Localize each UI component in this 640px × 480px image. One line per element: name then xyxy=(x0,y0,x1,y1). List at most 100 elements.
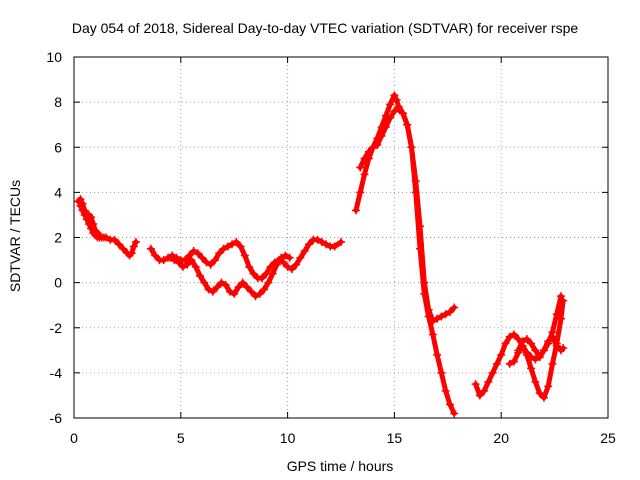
grid xyxy=(74,57,608,418)
data-point xyxy=(377,131,386,140)
y-tick-label: 6 xyxy=(54,139,62,155)
data-point xyxy=(87,224,96,233)
data-point xyxy=(492,359,501,368)
data-point xyxy=(505,359,514,368)
data-point xyxy=(204,285,213,294)
data-point xyxy=(480,386,489,395)
data-point xyxy=(518,337,527,346)
x-tick-label: 25 xyxy=(600,430,616,446)
x-tick-label: 10 xyxy=(280,430,296,446)
data-point xyxy=(166,253,175,262)
data-point xyxy=(411,177,420,186)
data-point xyxy=(131,238,140,247)
data-point xyxy=(514,335,523,344)
data-point xyxy=(386,100,395,109)
data-point xyxy=(240,251,249,260)
data-point xyxy=(225,287,234,296)
data-point xyxy=(196,271,205,280)
data-point xyxy=(127,249,136,258)
data-point xyxy=(437,312,446,321)
data-point xyxy=(178,262,187,271)
data-point xyxy=(544,337,553,346)
data-point xyxy=(146,244,155,253)
data-point xyxy=(78,206,87,215)
data-point xyxy=(433,314,442,323)
data-point xyxy=(557,292,566,301)
data-point xyxy=(189,247,198,256)
data-point xyxy=(119,244,128,253)
x-tick-label: 15 xyxy=(387,430,403,446)
data-point xyxy=(531,355,540,364)
x-tick-label: 0 xyxy=(70,430,78,446)
data-point xyxy=(243,283,252,292)
series-3 xyxy=(146,235,345,283)
data-point xyxy=(183,260,192,269)
data-point xyxy=(484,377,493,386)
data-point xyxy=(257,274,266,283)
data-point xyxy=(337,238,345,247)
data-point xyxy=(390,107,399,116)
data-point xyxy=(356,188,365,197)
series-trace xyxy=(417,223,427,286)
data-point xyxy=(151,251,160,260)
series-2 xyxy=(76,201,104,242)
data-point xyxy=(535,353,544,362)
data-point xyxy=(317,238,326,247)
data-point xyxy=(272,260,281,269)
data-point xyxy=(390,91,399,100)
data-point xyxy=(531,346,540,355)
data-point xyxy=(360,154,369,163)
data-point xyxy=(223,242,232,251)
y-tick-label: 10 xyxy=(46,49,62,65)
data-point xyxy=(187,256,196,265)
data-point xyxy=(285,253,294,262)
data-point xyxy=(170,256,179,265)
data-point xyxy=(193,249,202,258)
data-point xyxy=(264,278,273,287)
y-tick-label: -6 xyxy=(50,410,63,426)
data-point xyxy=(527,364,536,373)
data-point xyxy=(215,249,224,258)
ticks: 0 5 10 15 20 25 -6 -4 -2 0 2 4 6 8 10 xyxy=(46,49,616,446)
data-point xyxy=(514,346,523,355)
data-point xyxy=(559,296,568,305)
series-9 xyxy=(514,332,568,362)
data-point xyxy=(198,253,207,262)
data-point xyxy=(450,303,459,312)
data-point xyxy=(544,382,553,391)
data-point xyxy=(76,195,85,204)
series-trace xyxy=(413,178,423,229)
data-point xyxy=(82,215,91,224)
data-point xyxy=(281,251,290,260)
data-point xyxy=(531,377,540,386)
data-point xyxy=(428,316,437,325)
data-point xyxy=(373,140,382,149)
y-tick-label: -4 xyxy=(50,365,63,381)
y-tick-label: -2 xyxy=(50,320,63,336)
data-point xyxy=(539,393,548,402)
series-4 xyxy=(166,251,294,301)
data-point xyxy=(441,310,450,319)
data-point xyxy=(260,285,269,294)
data-point xyxy=(174,258,183,267)
data-point xyxy=(403,120,412,129)
series-6 xyxy=(356,104,459,325)
data-point xyxy=(552,341,561,350)
data-point xyxy=(501,339,510,348)
data-point xyxy=(497,350,506,359)
data-point xyxy=(548,332,557,341)
data-point xyxy=(304,240,313,249)
data-point xyxy=(185,251,194,260)
data-point xyxy=(471,380,480,389)
data-point xyxy=(416,222,425,231)
data-point xyxy=(392,95,401,104)
chart-title: Day 054 of 2018, Sidereal Day-to-day VTE… xyxy=(72,20,578,36)
data-point xyxy=(386,113,395,122)
data-point xyxy=(428,330,437,339)
data-point xyxy=(95,233,104,242)
data-point xyxy=(505,332,514,341)
data-point xyxy=(296,253,305,262)
data-point xyxy=(539,346,548,355)
y-tick-label: 0 xyxy=(54,275,62,291)
